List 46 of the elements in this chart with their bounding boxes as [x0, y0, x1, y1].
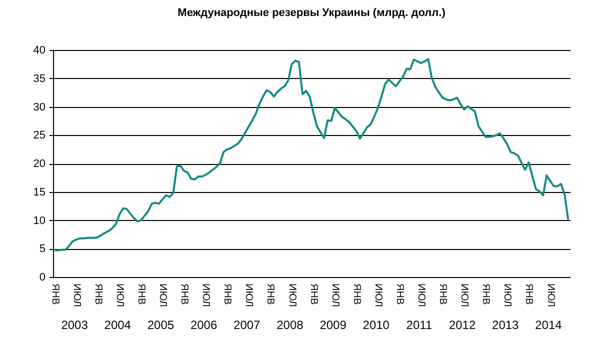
y-tick-label: 25	[33, 130, 46, 142]
x-tick-label: ИЮЛ	[458, 284, 470, 307]
y-tick-label: 5	[39, 243, 46, 256]
text: 2011	[406, 318, 432, 332]
text: 2010	[362, 318, 390, 332]
x-tick-label: ЯНВ	[437, 284, 448, 305]
x-tick-label: ЯНВ	[394, 284, 405, 305]
x-tick-label: ЯНВ	[308, 284, 319, 305]
x-tick-label: ИЮЛ	[329, 284, 340, 307]
y-tick-label: 15	[33, 186, 46, 198]
y-tick-label: 10	[33, 214, 46, 227]
text: 2012	[448, 318, 476, 332]
x-tick-label: ЯНВ	[350, 284, 362, 305]
text: 2004	[104, 318, 132, 332]
x-tick-label: ИЮЛ	[372, 284, 384, 307]
y-tick-label: 35	[33, 72, 46, 85]
y-tick-label: 20	[33, 158, 46, 170]
text: 2009	[320, 318, 347, 332]
text: 2007	[234, 318, 261, 332]
x-tick-label: ЯНВ	[264, 284, 276, 305]
text: 2006	[190, 318, 218, 332]
x-tick-label: ЯНВ	[222, 284, 233, 305]
x-tick-label: ЯНВ	[92, 284, 104, 305]
y-tick-label: 0	[39, 272, 46, 284]
x-tick-label: ЯНВ	[523, 284, 534, 305]
text: 2014	[535, 318, 562, 332]
x-tick-label: ИЮЛ	[157, 284, 168, 307]
x-tick-label: ИЮЛ	[544, 284, 556, 307]
text: 2008	[276, 318, 304, 332]
x-tick-label: ЯНВ	[49, 284, 60, 305]
x-tick-label: ЯНВ	[135, 284, 146, 305]
x-tick-label: ИЮЛ	[200, 284, 212, 307]
text: 2013	[492, 318, 520, 332]
x-tick-label: ИЮЛ	[502, 284, 513, 307]
x-tick-label: ИЮЛ	[416, 284, 427, 307]
x-tick-label: ИЮЛ	[114, 284, 125, 307]
x-tick-label: ЯНВ	[178, 284, 190, 305]
text: 2003	[61, 318, 88, 332]
x-tick-label: ИЮЛ	[70, 284, 82, 307]
text: 2005	[147, 318, 174, 332]
y-tick-label: 40	[33, 44, 46, 56]
chart-title: Международные резервы Украины (млрд. долл.)	[178, 7, 446, 19]
x-tick-label: ЯНВ	[480, 284, 492, 305]
x-tick-label: ИЮЛ	[286, 284, 298, 307]
x-tick-label: ИЮЛ	[243, 284, 254, 307]
y-tick-label: 30	[33, 101, 46, 114]
